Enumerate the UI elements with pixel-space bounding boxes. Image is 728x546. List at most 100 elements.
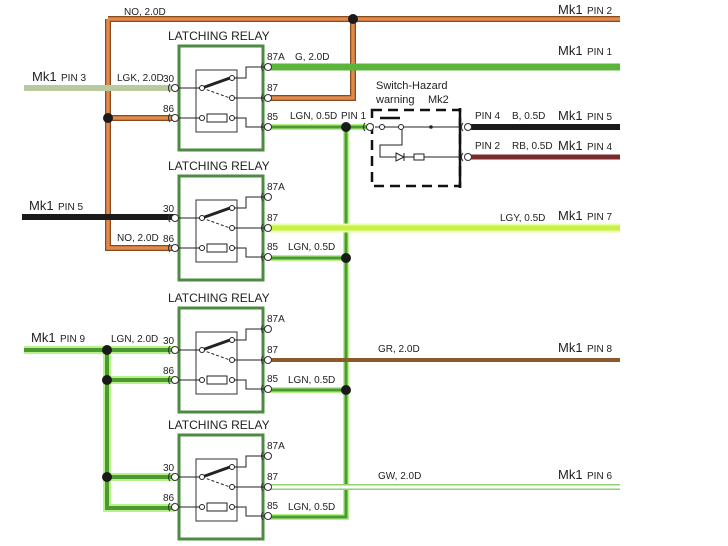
latching-relay-2: LATCHING RELAY 30 86 87A 87 85 [163, 159, 285, 282]
switch-dashed-box [370, 108, 462, 188]
label-switch-pin2: PIN 2 [475, 141, 500, 152]
relay-pin-86: 86 [163, 234, 175, 245]
connector-mk1-pin5-left: Mk1 PIN 5 [29, 197, 83, 214]
relay-pin-85: 85 [267, 112, 279, 123]
relay-title: LATCHING RELAY [168, 159, 270, 173]
relay-pin-87: 87 [267, 213, 279, 224]
label-lgn-r1: LGN, 0.5D [290, 111, 337, 122]
relay-pin-30: 30 [163, 204, 175, 215]
relay-pin-86: 86 [163, 493, 175, 504]
label-gr: GR, 2.0D [378, 344, 420, 355]
relay-coil-icon [206, 502, 228, 512]
relay-switch-arm [201, 76, 231, 90]
relay-contact [199, 115, 205, 121]
junctions [102, 14, 358, 482]
relay-pin-30: 30 [163, 463, 175, 474]
switch-terminal [379, 124, 385, 130]
relay-pin-30: 30 [163, 336, 175, 347]
label-lgk: LGK, 2.0D [117, 73, 164, 84]
relay-contact [229, 504, 235, 510]
junction-dot [341, 385, 351, 395]
latching-relay-1: LATCHING RELAY 30 86 87A 87 85 [163, 29, 285, 152]
switch-warning: warning [375, 94, 415, 106]
label-b: B, 0.5D [512, 111, 545, 122]
connector-mk1-pin7: Mk1 PIN 7 [558, 207, 612, 224]
relay-title: LATCHING RELAY [168, 418, 270, 432]
relay-switch-arm [201, 206, 231, 220]
label-lgn-r4: LGN, 0.5D [288, 502, 335, 513]
junction-dot [102, 375, 112, 385]
relay-contact [229, 95, 235, 101]
connector-mk1-pin3: Mk1 PIN 3 [32, 68, 86, 85]
relay-pin-87: 87 [267, 83, 279, 94]
connector-mk1-pin1: Mk1 PIN 1 [558, 42, 612, 59]
wire-lgn-pin9-core [24, 348, 175, 510]
relay-contact [229, 464, 235, 470]
relay-coil-icon [206, 113, 228, 123]
relay-contact [229, 337, 235, 343]
latching-relay-4: LATCHING RELAY 30 86 87A 87 85 [163, 418, 285, 541]
junction-dot [348, 14, 358, 24]
resistor-icon [413, 153, 425, 161]
relay-contact [229, 484, 235, 490]
switch-internal-wiring [375, 126, 460, 158]
relay-contact [229, 75, 235, 81]
relay-contact [229, 115, 235, 121]
relay-contact [199, 474, 205, 480]
relay-pin-87a: 87A [267, 182, 285, 193]
relay-pin-86: 86 [163, 104, 175, 115]
relay-contact [199, 347, 205, 353]
relay-switch-arm [201, 338, 231, 352]
relay-pin-87a: 87A [267, 441, 285, 452]
wire-no-orange-core [106, 17, 620, 250]
label-lgn-r3: LGN, 0.5D [288, 375, 335, 386]
label-gw: GW, 2.0D [378, 471, 421, 482]
label-relay-pin1: PIN 1 [341, 111, 366, 122]
wire-lgn-pin9 [24, 346, 175, 512]
relay-title: LATCHING RELAY [168, 29, 270, 43]
relay-title: LATCHING RELAY [168, 291, 270, 305]
relay-pin-86: 86 [163, 366, 175, 377]
relay-pin-87a: 87A [267, 314, 285, 325]
led-diode-icon [395, 152, 406, 162]
connector-labels: Mk1 PIN 2 Mk1 PIN 1 Mk1 PIN 3 Mk1 PIN 5 … [29, 1, 612, 482]
label-rb: RB, 0.5D [512, 141, 553, 152]
relay-contact [229, 357, 235, 363]
connector-mk1-pin2: Mk1 PIN 2 [558, 1, 612, 18]
relay-pin-87: 87 [267, 472, 279, 483]
connector-mk1-pin4: Mk1 PIN 4 [558, 137, 612, 154]
switch-terminal [398, 124, 404, 130]
relay-pin-30: 30 [163, 74, 175, 85]
relay-pin-87: 87 [267, 345, 279, 356]
relay-pin-85: 85 [267, 242, 279, 253]
junction-dot [103, 113, 113, 123]
junction-dot [102, 345, 112, 355]
junction-dot [341, 122, 351, 132]
relay-pin-87a: 87A [267, 52, 285, 63]
connector-mk1-pin5-right: Mk1 PIN 5 [558, 107, 612, 124]
switch-node [429, 125, 433, 129]
label-lgy: LGY, 0.5D [500, 213, 545, 224]
relay-contact [229, 245, 235, 251]
relay-contact [229, 377, 235, 383]
relay-contact [229, 205, 235, 211]
switch-title: Switch-Hazard [376, 80, 448, 92]
relay-contact [199, 504, 205, 510]
labels: NO, 2.0D G, 2.0D LGK, 2.0D LGN, 0.5D PIN… [111, 7, 553, 513]
relay-coil-icon [206, 375, 228, 385]
relay-contact [199, 85, 205, 91]
connector-mk1-pin9: Mk1 PIN 9 [31, 329, 85, 346]
relay-contact [199, 215, 205, 221]
label-no-top: NO, 2.0D [124, 7, 166, 18]
relay-internal-wiring [175, 196, 265, 258]
relay-internal-wiring [175, 328, 265, 390]
relay-internal-wiring [175, 66, 265, 128]
relay-contact [199, 245, 205, 251]
junction-dot [341, 253, 351, 263]
relay-contact [199, 377, 205, 383]
relay-contact [229, 225, 235, 231]
wire-lgn-bus-core [268, 125, 370, 519]
switch-mk2: Mk2 [428, 94, 449, 106]
